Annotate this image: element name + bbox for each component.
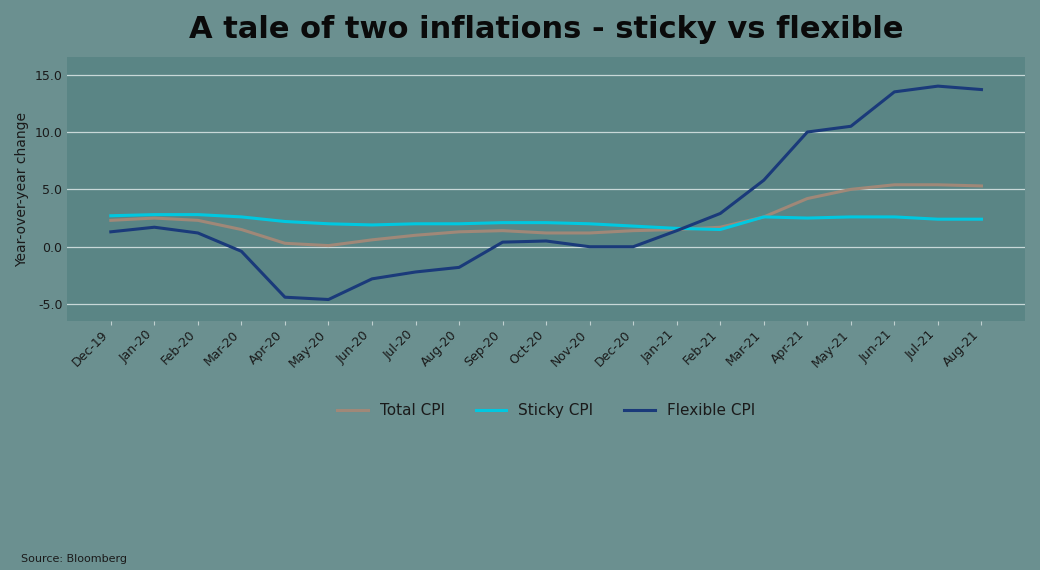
Sticky CPI bbox=[279, 218, 291, 225]
Sticky CPI bbox=[627, 223, 640, 230]
Flexible CPI bbox=[105, 229, 118, 235]
Line: Sticky CPI: Sticky CPI bbox=[111, 215, 982, 230]
Flexible CPI bbox=[888, 88, 901, 95]
Sticky CPI bbox=[540, 219, 552, 226]
Flexible CPI bbox=[583, 243, 596, 250]
Flexible CPI bbox=[235, 248, 248, 255]
Line: Total CPI: Total CPI bbox=[111, 185, 982, 246]
Flexible CPI bbox=[757, 177, 770, 184]
Y-axis label: Year-over-year change: Year-over-year change bbox=[15, 112, 29, 267]
Sticky CPI bbox=[888, 214, 901, 221]
Sticky CPI bbox=[671, 225, 683, 232]
Flexible CPI bbox=[410, 268, 422, 275]
Sticky CPI bbox=[583, 221, 596, 227]
Flexible CPI bbox=[801, 129, 813, 136]
Total CPI bbox=[671, 226, 683, 233]
Flexible CPI bbox=[322, 296, 335, 303]
Sticky CPI bbox=[496, 219, 509, 226]
Line: Flexible CPI: Flexible CPI bbox=[111, 86, 982, 299]
Sticky CPI bbox=[976, 216, 988, 223]
Total CPI bbox=[235, 226, 248, 233]
Total CPI bbox=[844, 186, 857, 193]
Text: Source: Bloomberg: Source: Bloomberg bbox=[21, 554, 127, 564]
Total CPI bbox=[714, 224, 727, 231]
Sticky CPI bbox=[191, 211, 204, 218]
Total CPI bbox=[191, 217, 204, 224]
Sticky CPI bbox=[757, 214, 770, 221]
Flexible CPI bbox=[366, 275, 379, 282]
Sticky CPI bbox=[235, 214, 248, 221]
Total CPI bbox=[452, 229, 465, 235]
Flexible CPI bbox=[714, 210, 727, 217]
Total CPI bbox=[148, 215, 160, 222]
Total CPI bbox=[279, 240, 291, 247]
Flexible CPI bbox=[932, 83, 944, 89]
Flexible CPI bbox=[496, 239, 509, 246]
Total CPI bbox=[757, 214, 770, 221]
Total CPI bbox=[627, 227, 640, 234]
Total CPI bbox=[410, 232, 422, 239]
Total CPI bbox=[366, 237, 379, 243]
Total CPI bbox=[540, 230, 552, 237]
Total CPI bbox=[801, 195, 813, 202]
Total CPI bbox=[583, 230, 596, 237]
Sticky CPI bbox=[105, 213, 118, 219]
Legend: Total CPI, Sticky CPI, Flexible CPI: Total CPI, Sticky CPI, Flexible CPI bbox=[331, 397, 761, 425]
Total CPI bbox=[888, 181, 901, 188]
Flexible CPI bbox=[279, 294, 291, 300]
Sticky CPI bbox=[452, 221, 465, 227]
Flexible CPI bbox=[191, 230, 204, 237]
Flexible CPI bbox=[976, 86, 988, 93]
Sticky CPI bbox=[801, 215, 813, 222]
Total CPI bbox=[976, 182, 988, 189]
Sticky CPI bbox=[322, 221, 335, 227]
Flexible CPI bbox=[540, 238, 552, 245]
Total CPI bbox=[496, 227, 509, 234]
Flexible CPI bbox=[452, 264, 465, 271]
Sticky CPI bbox=[714, 226, 727, 233]
Total CPI bbox=[322, 242, 335, 249]
Sticky CPI bbox=[366, 222, 379, 229]
Flexible CPI bbox=[844, 123, 857, 130]
Sticky CPI bbox=[148, 211, 160, 218]
Total CPI bbox=[932, 181, 944, 188]
Sticky CPI bbox=[410, 221, 422, 227]
Title: A tale of two inflations - sticky vs flexible: A tale of two inflations - sticky vs fle… bbox=[189, 15, 904, 44]
Flexible CPI bbox=[627, 243, 640, 250]
Flexible CPI bbox=[671, 227, 683, 234]
Flexible CPI bbox=[148, 224, 160, 231]
Sticky CPI bbox=[932, 216, 944, 223]
Sticky CPI bbox=[844, 214, 857, 221]
Total CPI bbox=[105, 217, 118, 224]
